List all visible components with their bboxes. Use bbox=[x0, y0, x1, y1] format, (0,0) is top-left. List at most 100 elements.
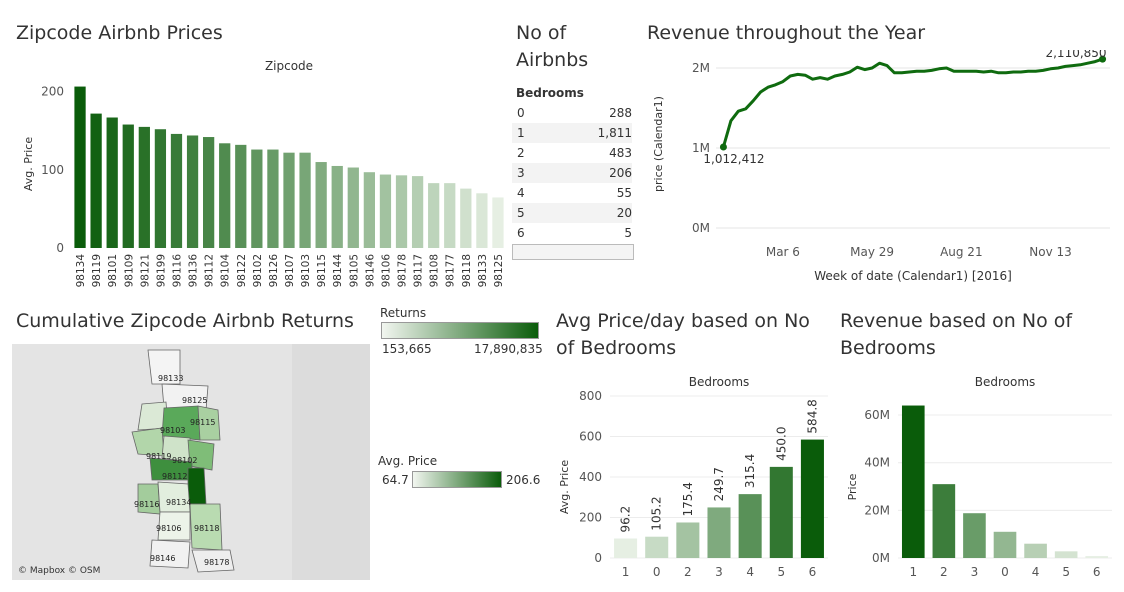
table-row: 5 20 bbox=[512, 203, 632, 223]
bar bbox=[106, 117, 118, 248]
data-label: 249.7 bbox=[712, 467, 726, 501]
bar bbox=[932, 484, 956, 558]
x-tick-label: 5 bbox=[1062, 565, 1070, 579]
avg-price-day-title-line1: Avg Price/day based on No bbox=[556, 310, 810, 332]
y-tick-label: 0M bbox=[872, 551, 890, 565]
x-tick-label: 4 bbox=[746, 565, 754, 579]
map-zip-label: 98112 bbox=[162, 472, 188, 481]
bar bbox=[1054, 551, 1078, 558]
table-cell-count: 20 bbox=[616, 206, 632, 220]
x-tick-label: 98102 bbox=[252, 254, 264, 287]
table-cell-count: 483 bbox=[609, 146, 632, 160]
y-axis-label: Avg. Price bbox=[22, 137, 35, 191]
table-cell-bedrooms: 3 bbox=[517, 166, 525, 180]
table-cell-bedrooms: 5 bbox=[517, 206, 525, 220]
map-attribution: © Mapbox © OSM bbox=[18, 566, 101, 576]
x-tick-label: 98107 bbox=[284, 254, 296, 287]
y-axis-label: price (Calendar1) bbox=[652, 96, 665, 192]
x-axis-label: Week of date (Calendar1) [2016] bbox=[814, 269, 1012, 283]
bar bbox=[90, 113, 102, 248]
y-axis-label: Price bbox=[846, 473, 859, 500]
y-tick-label: 40M bbox=[864, 456, 890, 470]
chart-header: Zipcode bbox=[265, 59, 313, 73]
x-tick-label: 98199 bbox=[155, 254, 167, 287]
zipcode-map[interactable]: 98133 98125 98115 98103 98119 98102 98112 98116… bbox=[12, 344, 370, 580]
x-tick-label: Nov 13 bbox=[1029, 245, 1072, 259]
x-tick-label: 0 bbox=[1001, 565, 1009, 579]
x-tick-label: May 29 bbox=[850, 245, 894, 259]
data-label: 175.4 bbox=[681, 482, 695, 516]
bar bbox=[963, 513, 986, 558]
x-tick-label: 1 bbox=[909, 565, 917, 579]
data-label: 315.4 bbox=[743, 454, 757, 488]
legend-price-min: 64.7 bbox=[382, 473, 409, 487]
x-tick-label: 98104 bbox=[220, 254, 232, 288]
x-tick-label: 98105 bbox=[348, 254, 360, 287]
table-cell-bedrooms: 6 bbox=[517, 226, 525, 240]
zipcode-choropleth bbox=[12, 344, 370, 580]
x-tick-label: 98103 bbox=[300, 254, 312, 287]
bar bbox=[186, 135, 199, 248]
data-label: 450.0 bbox=[774, 427, 788, 461]
legend-price-title: Avg. Price bbox=[378, 454, 438, 468]
bar bbox=[738, 494, 762, 558]
x-tick-label: 98121 bbox=[139, 254, 151, 287]
x-tick-label: 4 bbox=[1032, 565, 1040, 579]
x-tick-label: 5 bbox=[777, 565, 785, 579]
bar bbox=[411, 176, 424, 248]
x-tick-label: 98106 bbox=[380, 254, 392, 288]
bar bbox=[492, 197, 504, 248]
x-tick-label: 3 bbox=[715, 565, 723, 579]
table-cell-bedrooms: 0 bbox=[517, 106, 525, 120]
x-tick-label: 98144 bbox=[332, 254, 344, 288]
bar bbox=[769, 466, 793, 558]
bar bbox=[122, 124, 134, 248]
legend-price-max: 206.6 bbox=[506, 473, 541, 487]
x-tick-label: 98146 bbox=[364, 254, 376, 288]
bar bbox=[74, 86, 86, 248]
bar bbox=[395, 175, 408, 248]
x-tick-label: 98177 bbox=[445, 254, 457, 287]
rev-bedrooms-title-line2: Bedrooms bbox=[840, 337, 936, 359]
y-tick-label: 1M bbox=[692, 141, 710, 155]
bar bbox=[299, 152, 311, 248]
bar bbox=[444, 183, 456, 248]
bar bbox=[331, 165, 343, 248]
table-row: 2 483 bbox=[512, 143, 632, 163]
data-label: 96.2 bbox=[619, 506, 633, 533]
map-zip-label: 98146 bbox=[150, 554, 176, 563]
table-row: 1 1,811 bbox=[512, 123, 632, 143]
y-tick-label: 2M bbox=[692, 61, 710, 75]
x-tick-label: 98126 bbox=[268, 254, 280, 288]
x-tick-label: 98136 bbox=[188, 254, 200, 288]
map-zip-label: 98178 bbox=[204, 558, 230, 567]
cumulative-title: Cumulative Zipcode Airbnb Returns bbox=[16, 310, 354, 332]
x-tick-label: 3 bbox=[971, 565, 979, 579]
bar bbox=[800, 439, 824, 558]
table-cell-bedrooms: 1 bbox=[517, 126, 525, 140]
bar bbox=[283, 152, 295, 248]
bar bbox=[267, 149, 279, 248]
zip-price-bar-chart: Zipcode 0 100 200 Avg. Price 98134 98119 98101 9… bbox=[22, 59, 505, 288]
revenue-year-title: Revenue throughout the Year bbox=[647, 22, 926, 44]
bar bbox=[235, 144, 247, 248]
bar bbox=[428, 183, 440, 248]
x-tick-label: 1 bbox=[622, 565, 630, 579]
y-tick-label: 0M bbox=[692, 221, 710, 235]
legend-returns-max: 17,890,835 bbox=[474, 342, 543, 356]
bar bbox=[460, 188, 472, 248]
bar bbox=[676, 522, 700, 558]
bar bbox=[707, 507, 731, 558]
no-airbnbs-title-line2: Airbnbs bbox=[516, 49, 589, 71]
legend-returns-title: Returns bbox=[380, 306, 427, 320]
revenue-line bbox=[721, 57, 1104, 148]
bar bbox=[645, 536, 669, 558]
bar bbox=[379, 174, 392, 248]
bar bbox=[993, 531, 1017, 558]
x-tick-label: 0 bbox=[653, 565, 661, 579]
chart-header: Bedrooms bbox=[689, 375, 750, 389]
bar bbox=[347, 167, 359, 248]
table-scrollbar[interactable] bbox=[512, 244, 634, 260]
x-tick-label: 6 bbox=[1093, 565, 1101, 579]
table-cell-bedrooms: 4 bbox=[517, 186, 525, 200]
